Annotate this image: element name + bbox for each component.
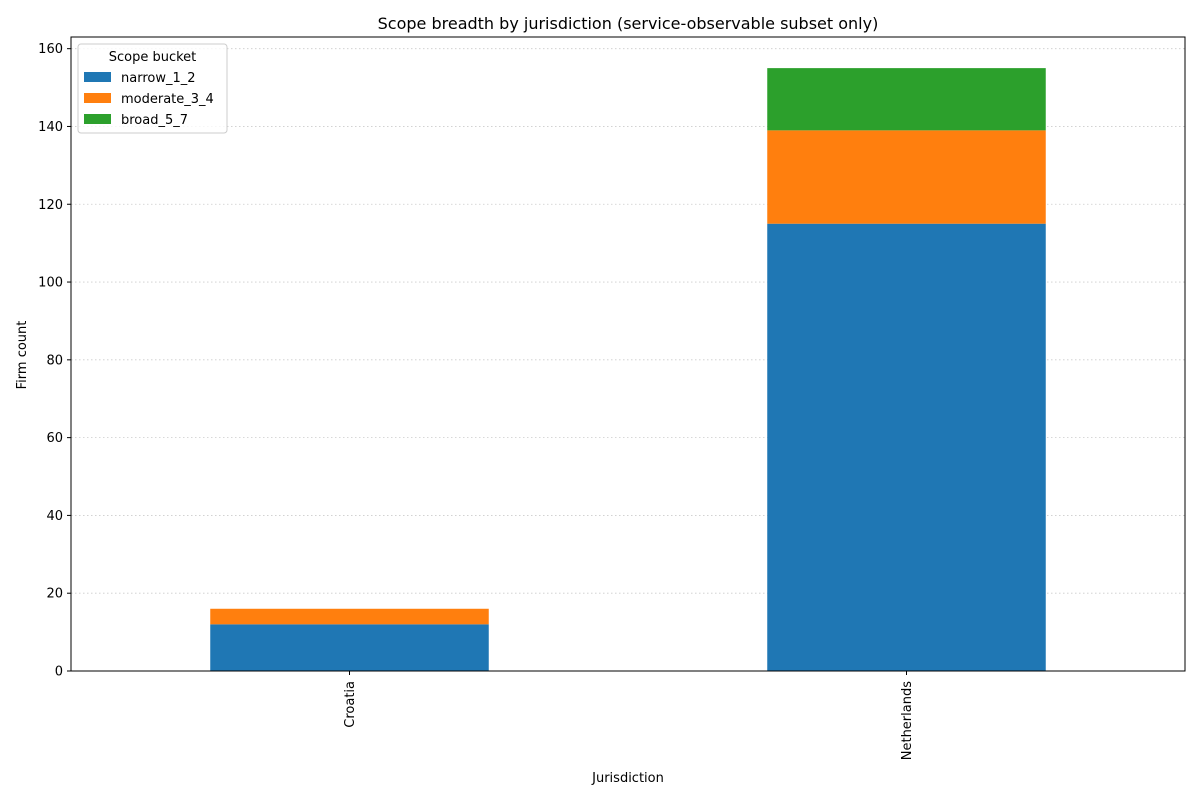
y-tick-label: 100 bbox=[38, 276, 63, 291]
bar-broad_5_7-netherlands bbox=[767, 68, 1046, 131]
bar-narrow_1_2-croatia bbox=[210, 624, 489, 671]
y-tick-label: 40 bbox=[46, 509, 63, 524]
x-axis-label: Jurisdiction bbox=[591, 771, 664, 786]
bars bbox=[210, 68, 1046, 671]
legend-label-narrow_1_2: narrow_1_2 bbox=[121, 71, 196, 86]
bar-narrow_1_2-netherlands bbox=[767, 223, 1046, 671]
legend-label-broad_5_7: broad_5_7 bbox=[121, 113, 188, 128]
legend-swatch-moderate_3_4 bbox=[84, 93, 111, 103]
y-axis-ticks: 0 20 40 60 80 100 120 140 160 bbox=[38, 42, 71, 680]
chart-title: Scope breadth by jurisdiction (service-o… bbox=[378, 14, 879, 33]
x-tick-label: Croatia bbox=[343, 681, 358, 728]
bar-moderate_3_4-croatia bbox=[210, 608, 489, 625]
y-tick-label: 20 bbox=[46, 587, 63, 602]
y-tick-label: 160 bbox=[38, 42, 63, 57]
y-tick-label: 0 bbox=[55, 665, 63, 680]
axes bbox=[70, 36, 1186, 672]
y-tick-label: 60 bbox=[46, 431, 63, 446]
plot-frame bbox=[70, 36, 1186, 672]
x-tick-label: Netherlands bbox=[900, 681, 915, 760]
legend-swatch-narrow_1_2 bbox=[84, 72, 111, 82]
legend-swatch-broad_5_7 bbox=[84, 114, 111, 124]
y-axis-label: Firm count bbox=[15, 321, 30, 390]
bar-moderate_3_4-netherlands bbox=[767, 130, 1046, 224]
legend-title: Scope bucket bbox=[109, 50, 197, 65]
legend-label-moderate_3_4: moderate_3_4 bbox=[121, 92, 214, 107]
y-tick-label: 120 bbox=[38, 198, 63, 213]
legend-box bbox=[77, 43, 228, 134]
x-axis-ticks: Croatia Netherlands bbox=[343, 671, 915, 760]
y-tick-label: 140 bbox=[38, 120, 63, 135]
y-tick-label: 80 bbox=[46, 353, 63, 368]
legend: Scope bucket narrow_1_2 moderate_3_4 broad_… bbox=[77, 43, 228, 134]
